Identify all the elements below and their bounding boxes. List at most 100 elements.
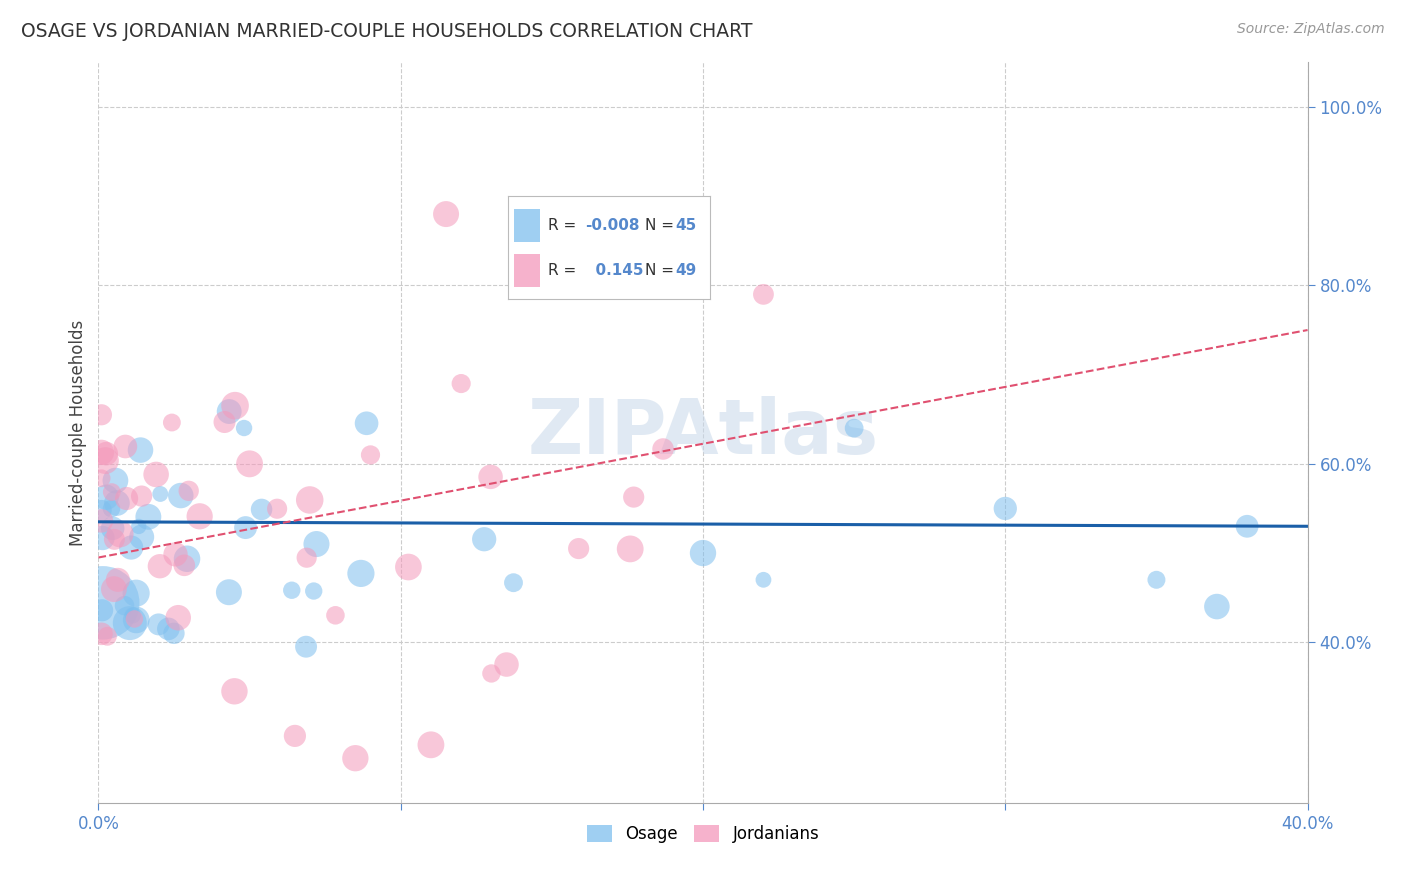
Point <box>114 440 136 454</box>
Point <box>104 474 127 488</box>
Text: OSAGE VS JORDANIAN MARRIED-COUPLE HOUSEHOLDS CORRELATION CHART: OSAGE VS JORDANIAN MARRIED-COUPLE HOUSEH… <box>21 22 752 41</box>
Point <box>124 612 146 626</box>
Point <box>305 537 328 551</box>
Point <box>1144 573 1167 587</box>
Point <box>108 527 131 541</box>
Point <box>96 490 118 504</box>
Point <box>450 376 472 391</box>
Point <box>138 509 160 524</box>
Point <box>160 416 183 430</box>
Point <box>103 582 125 596</box>
Text: 45: 45 <box>675 218 696 233</box>
Point <box>170 489 193 503</box>
Point <box>224 399 246 413</box>
Point <box>121 608 143 623</box>
Point <box>239 457 262 471</box>
Point <box>118 616 141 631</box>
Point <box>302 584 325 599</box>
Point <box>356 417 378 431</box>
Point <box>235 520 257 534</box>
Point <box>129 443 152 458</box>
Point <box>420 738 443 752</box>
Point <box>844 421 866 435</box>
Point <box>103 533 125 547</box>
Point <box>295 550 318 565</box>
Point <box>149 559 172 574</box>
Point <box>128 519 150 533</box>
Point <box>479 470 502 484</box>
Point <box>177 483 200 498</box>
Point <box>94 453 117 467</box>
Point <box>298 493 321 508</box>
Point <box>101 485 124 500</box>
Point <box>120 541 142 555</box>
Text: N =: N = <box>645 263 679 278</box>
Point <box>396 560 419 574</box>
Point <box>167 611 190 625</box>
Point <box>284 729 307 743</box>
Point <box>502 575 524 590</box>
Text: 0.145: 0.145 <box>585 263 643 278</box>
Point <box>495 657 517 672</box>
Point <box>91 531 114 545</box>
Point <box>165 547 187 561</box>
Point <box>619 541 641 556</box>
Point <box>125 586 148 600</box>
Text: -0.008: -0.008 <box>585 218 640 233</box>
Point <box>1206 599 1229 614</box>
Text: R =: R = <box>548 263 582 278</box>
Point <box>101 521 124 535</box>
Point <box>173 558 195 573</box>
Point <box>125 613 148 627</box>
Point <box>148 617 170 632</box>
Text: N =: N = <box>645 218 679 233</box>
Point <box>250 502 273 516</box>
Point <box>149 487 172 501</box>
Point <box>652 442 675 456</box>
Point <box>115 491 138 506</box>
Point <box>145 467 167 482</box>
Point <box>994 501 1017 516</box>
Point <box>434 207 457 221</box>
Point <box>218 585 240 599</box>
Point <box>90 514 112 528</box>
Point <box>1236 519 1258 533</box>
Point <box>224 684 246 698</box>
Point <box>100 501 122 516</box>
Point <box>344 751 367 765</box>
Point <box>90 627 112 641</box>
Point <box>295 640 318 654</box>
Point <box>163 626 186 640</box>
Point <box>218 404 240 418</box>
Bar <box>515 254 540 287</box>
Point <box>131 530 153 544</box>
Bar <box>515 209 540 242</box>
Point <box>214 415 236 429</box>
Point <box>692 546 714 560</box>
Point <box>157 622 180 636</box>
Point <box>176 551 198 566</box>
Text: ZIPAtlas: ZIPAtlas <box>527 396 879 469</box>
Point <box>233 421 256 435</box>
Point <box>568 541 591 556</box>
Text: R =: R = <box>548 218 582 233</box>
Point <box>90 503 112 517</box>
Point <box>325 608 347 623</box>
Point <box>350 566 373 581</box>
Point <box>281 583 304 598</box>
Legend: Osage, Jordanians: Osage, Jordanians <box>581 819 825 850</box>
Point <box>90 445 112 459</box>
Point <box>481 666 503 681</box>
Point <box>105 496 128 510</box>
Point <box>360 448 382 462</box>
Point <box>188 509 211 524</box>
Text: Source: ZipAtlas.com: Source: ZipAtlas.com <box>1237 22 1385 37</box>
Point <box>623 490 645 504</box>
Point <box>96 447 118 461</box>
Y-axis label: Married-couple Households: Married-couple Households <box>69 319 87 546</box>
Point <box>91 603 114 617</box>
Point <box>752 573 775 587</box>
Point <box>472 533 495 547</box>
Point <box>266 501 288 516</box>
Point <box>131 489 153 503</box>
